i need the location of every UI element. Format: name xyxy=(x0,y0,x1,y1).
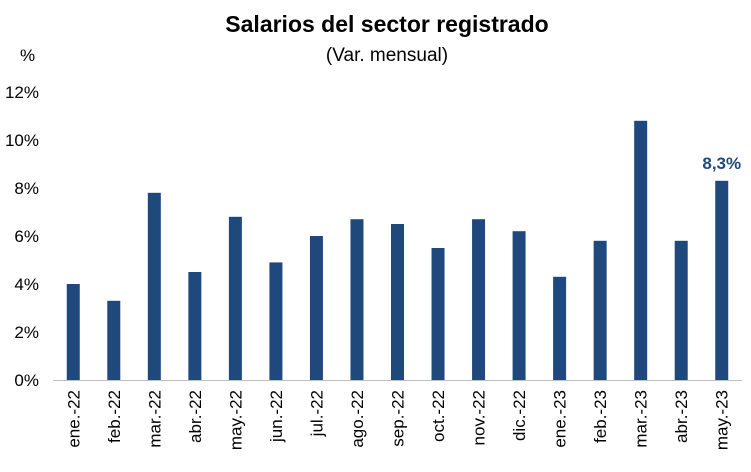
x-tick-label: sep.-22 xyxy=(389,390,408,447)
data-labels: 8,3% xyxy=(702,154,741,173)
bar xyxy=(634,120,648,381)
y-unit-label: % xyxy=(20,46,35,65)
y-tick-label: 2% xyxy=(14,323,39,342)
bar xyxy=(472,219,486,380)
bar xyxy=(674,240,688,380)
bar xyxy=(228,216,242,380)
bar xyxy=(715,180,729,380)
x-tick-label: abr.-22 xyxy=(186,390,205,443)
x-axis-ticks: ene.-22 feb.-22 mar.-22 abr.-22 may.-22 jun.-… xyxy=(64,390,731,450)
bar xyxy=(431,248,445,380)
bar xyxy=(593,240,607,380)
bar xyxy=(66,284,80,380)
x-tick-label: ene.-22 xyxy=(64,390,83,448)
bar xyxy=(269,262,283,380)
x-tick-label: may.-23 xyxy=(713,390,732,450)
x-tick-label: mar.-23 xyxy=(632,390,651,448)
bar xyxy=(350,219,364,380)
y-tick-label: 10% xyxy=(5,131,39,150)
bars xyxy=(66,120,729,381)
y-tick-label: 6% xyxy=(14,227,39,246)
x-tick-label: dic.-22 xyxy=(510,390,529,441)
x-tick-label: nov.-22 xyxy=(470,390,489,445)
x-tick-label: ene.-23 xyxy=(551,390,570,448)
bar xyxy=(391,224,404,380)
x-tick-label: mar.-22 xyxy=(145,390,164,448)
x-tick-label: ago.-22 xyxy=(348,390,367,448)
bar xyxy=(512,231,526,380)
bar xyxy=(147,192,161,380)
data-label: 8,3% xyxy=(702,154,741,173)
bar xyxy=(107,300,121,380)
y-tick-label: 4% xyxy=(14,275,39,294)
x-tick-label: may.-22 xyxy=(226,390,245,450)
chart-subtitle: (Var. mensual) xyxy=(326,45,448,66)
y-axis-ticks: 0% 2% 4% 6% 8% 10% 12% xyxy=(5,83,39,390)
x-tick-label: feb.-22 xyxy=(105,390,124,443)
bar xyxy=(188,272,202,380)
y-tick-label: 8% xyxy=(14,179,39,198)
bar xyxy=(309,236,323,380)
bar xyxy=(553,276,567,380)
x-tick-label: feb.-23 xyxy=(591,390,610,443)
x-tick-label: jun.-22 xyxy=(267,390,286,443)
x-tick-label: abr.-23 xyxy=(672,390,691,443)
chart-title: Salarios del sector registrado xyxy=(225,11,548,37)
x-tick-label: oct.-22 xyxy=(429,390,448,442)
x-tick-label: jul.-22 xyxy=(307,390,326,437)
y-tick-label: 0% xyxy=(14,371,39,390)
y-tick-label: 12% xyxy=(5,83,39,102)
